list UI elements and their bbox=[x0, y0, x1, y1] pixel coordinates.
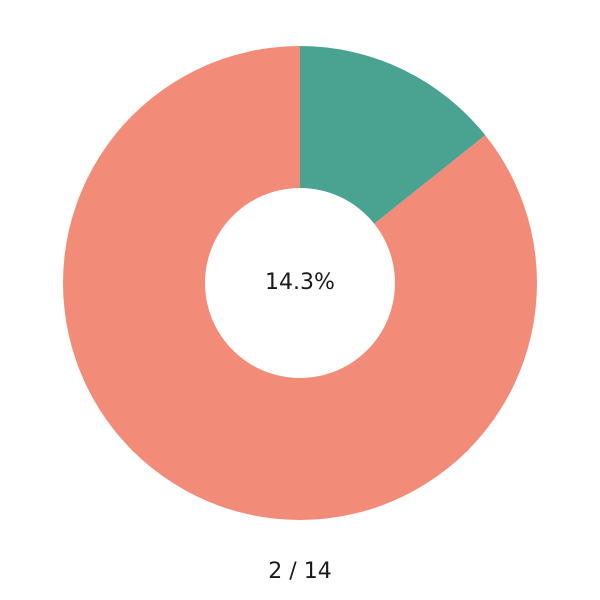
wedge bbox=[300, 46, 486, 224]
wedges bbox=[62, 46, 538, 520]
center-label: 14.3% bbox=[265, 270, 335, 295]
caption: 2 / 14 bbox=[268, 559, 331, 584]
wedge bbox=[62, 46, 538, 520]
